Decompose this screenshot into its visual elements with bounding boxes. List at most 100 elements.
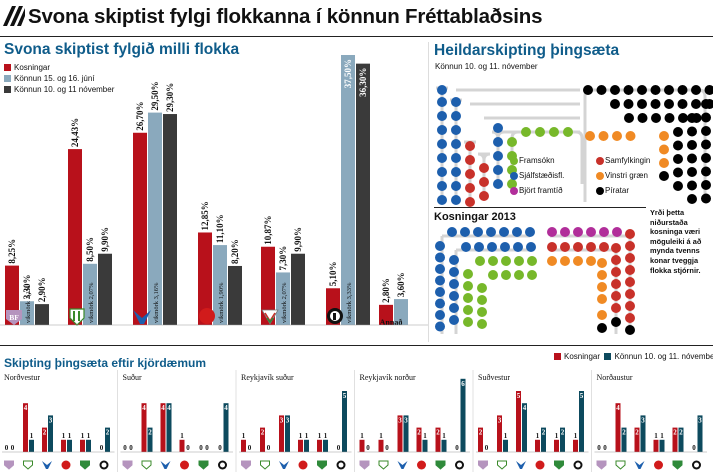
vikmork-label: vikmörk 3,33% xyxy=(346,282,353,323)
party-mini-icon xyxy=(122,460,133,470)
district-bar xyxy=(422,439,428,452)
district-bar-label: 1 xyxy=(87,432,91,440)
seat xyxy=(687,126,697,137)
district-bar-label: 0 xyxy=(129,444,133,452)
district-bar xyxy=(615,403,621,452)
bar-value-label: 12,85% xyxy=(200,201,210,230)
party-mini-icon-inner xyxy=(220,462,225,468)
district-bar-label: 1 xyxy=(379,432,383,440)
legend-dot xyxy=(510,172,518,180)
legend-swatch xyxy=(604,353,612,361)
district-bar-label: 3 xyxy=(286,416,290,424)
district-bar xyxy=(342,391,347,452)
district-bar xyxy=(522,403,527,452)
seat xyxy=(687,153,697,164)
seat xyxy=(611,255,621,265)
district-bar-label: 4 xyxy=(24,404,28,412)
seat xyxy=(624,113,634,123)
bar-value-label: 8,50% xyxy=(85,237,95,262)
seat xyxy=(664,85,674,95)
seat xyxy=(477,319,487,329)
seat xyxy=(597,310,607,320)
legend-label: Björt framtíð xyxy=(519,186,563,195)
seat xyxy=(625,325,635,335)
bar xyxy=(20,301,34,325)
bar xyxy=(148,112,162,325)
seat xyxy=(625,253,635,263)
legend-swatch xyxy=(4,64,11,72)
bar xyxy=(198,232,212,325)
district-bar-label: 1 xyxy=(242,432,246,440)
seat-track xyxy=(477,152,491,196)
district-bar-label: 1 xyxy=(318,432,322,440)
district-bar xyxy=(554,439,559,452)
seat xyxy=(473,227,483,237)
vikmork-label: vikmörk 1,1% xyxy=(25,285,32,323)
bar-value-label: 24,43% xyxy=(70,118,80,147)
bar xyxy=(35,304,49,325)
seat xyxy=(659,131,669,141)
party-mini-icon xyxy=(378,460,389,470)
seat xyxy=(488,270,498,280)
seat xyxy=(451,153,461,163)
district-bar-label: 4 xyxy=(161,404,165,412)
legend-label: Könnun 15. og 16. júní xyxy=(14,74,95,83)
seat xyxy=(437,181,447,191)
bar xyxy=(291,253,305,325)
district-bar-label: 3 xyxy=(498,416,502,424)
district-bar-label: 3 xyxy=(280,416,284,424)
legend-label: Könnun 10. og 11. nóvember xyxy=(614,352,713,361)
seat xyxy=(527,270,537,280)
seat xyxy=(437,139,447,149)
party-mini-icon xyxy=(417,460,426,470)
legend-dot xyxy=(596,172,604,180)
district-bar xyxy=(359,439,365,452)
district-bar-label: 3 xyxy=(698,416,702,424)
seat-divider xyxy=(434,207,646,208)
seat xyxy=(435,252,445,263)
district-bar xyxy=(279,415,284,452)
bar-value-label: 10,87% xyxy=(263,215,273,244)
seat xyxy=(664,113,675,123)
seat xyxy=(463,269,473,279)
district-bar-label: 0 xyxy=(597,444,601,452)
district-bar xyxy=(223,403,229,452)
seat xyxy=(477,295,487,305)
seat xyxy=(651,113,661,123)
seat xyxy=(611,291,621,301)
district-bar-label: 1 xyxy=(555,432,559,440)
vg-mark2 xyxy=(266,317,274,324)
seat xyxy=(691,113,702,123)
main-bar-chart: 8,25% 3,30% 2,90% vikmörk 1,1% BF 24,43% 8,50%… xyxy=(0,55,428,327)
district-bar-label: 1 xyxy=(30,432,34,440)
bf-shield xyxy=(6,310,22,325)
district-bar xyxy=(397,415,403,452)
district-bar-label: 5 xyxy=(343,392,347,400)
district-bar xyxy=(147,427,153,452)
seat xyxy=(596,85,607,95)
seat xyxy=(514,270,524,280)
bar xyxy=(356,63,370,325)
bar xyxy=(261,246,275,325)
district-bar xyxy=(42,427,47,452)
district-bar xyxy=(285,415,290,452)
district-bar-label: 1 xyxy=(305,432,309,440)
seat-legend-vinstri: Vinstri græn xyxy=(605,171,648,180)
seat xyxy=(612,131,622,141)
seat xyxy=(664,99,674,109)
district-top-divider xyxy=(0,345,713,346)
seat xyxy=(678,113,688,123)
district-bar xyxy=(573,439,578,452)
sj-bird xyxy=(133,310,151,324)
vikmork-label: vikmörk 2,07% xyxy=(88,282,95,323)
district-bar-label: 1 xyxy=(360,432,364,440)
seat xyxy=(573,227,583,237)
seat xyxy=(560,256,570,266)
bar-value-label: 3,30% xyxy=(22,274,32,299)
seat xyxy=(623,85,634,95)
seat xyxy=(493,123,503,133)
district-bar-label: 0 xyxy=(603,444,607,452)
district-bar xyxy=(403,415,409,452)
party-mini-icon xyxy=(615,460,626,470)
